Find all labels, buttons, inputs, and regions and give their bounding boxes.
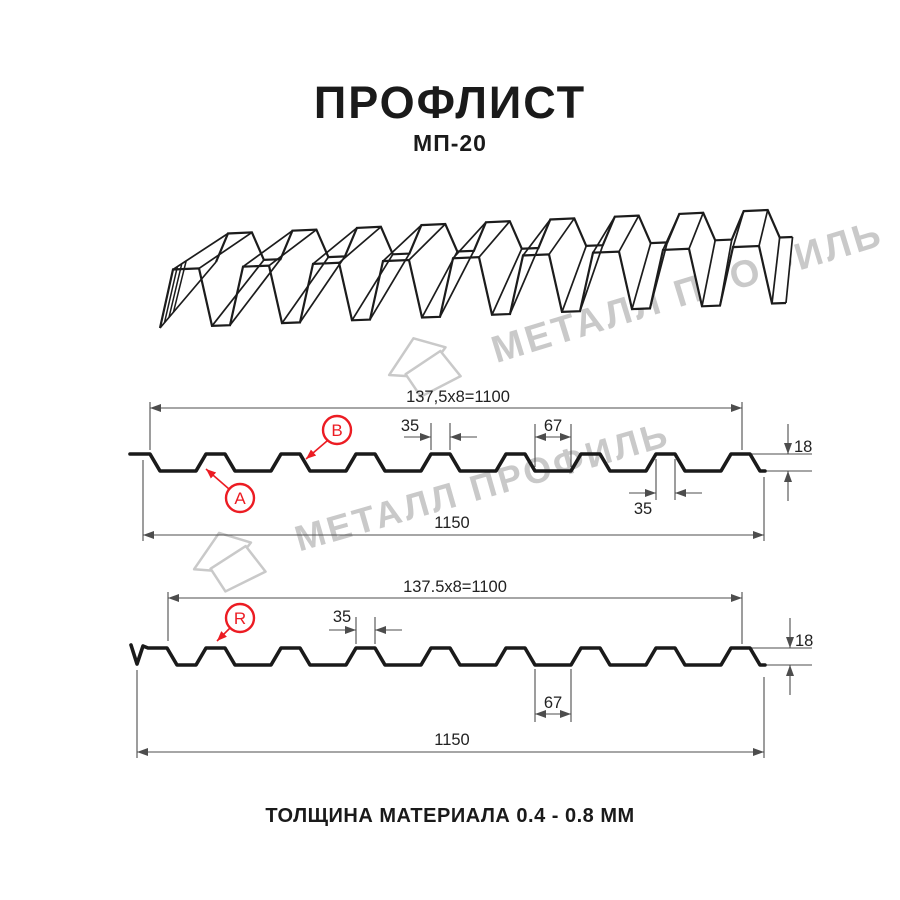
marker-r-label: R — [234, 609, 246, 628]
fold-line — [785, 236, 794, 304]
fold-line — [631, 242, 652, 310]
profile-outline — [129, 643, 767, 667]
dim-rib-top-width-2: 35 — [333, 608, 351, 626]
fold-line — [579, 244, 604, 312]
cross-section-reverse-view: 137.5x8=1100 35 67 18 1150 R — [129, 578, 813, 758]
cross-section-front-view: 137,5x8=1100 35 67 18 35 1150 A B — [128, 388, 812, 541]
fold-line — [369, 253, 411, 321]
marker-b-circle — [321, 414, 353, 446]
fold-line — [198, 231, 253, 270]
dimension-lines-2 — [136, 592, 812, 758]
fold-line — [509, 247, 540, 315]
front-edge-outline — [158, 244, 787, 329]
fold-line — [382, 224, 422, 262]
fold-line — [771, 237, 781, 304]
fold-line — [229, 258, 282, 326]
marker-b-leader — [305, 440, 328, 460]
fold-line — [299, 255, 346, 323]
profile-outline — [128, 452, 767, 473]
page-subtitle: МП-20 — [413, 130, 487, 156]
marker-a-circle — [224, 482, 256, 514]
fold-line — [561, 245, 588, 313]
metal-profile-logo-icon — [387, 337, 462, 398]
dim-overall-width-2: 1150 — [434, 731, 469, 749]
marker-b: B — [305, 414, 353, 460]
fold-line — [548, 217, 575, 255]
dim-working-width-1: 137,5x8=1100 — [406, 388, 510, 406]
profile-3d-view — [158, 208, 794, 329]
marker-r-leader — [216, 627, 231, 642]
dim-valley-width-1: 67 — [544, 417, 562, 435]
dim-valley-width-2: 67 — [544, 694, 562, 712]
fold-line — [618, 215, 640, 253]
fold-line — [338, 226, 382, 264]
material-thickness-note: ТОЛЩИНА МАТЕРИАЛА 0.4 - 0.8 ММ — [265, 805, 634, 827]
marker-a: A — [205, 468, 256, 514]
profile-outline-2 — [129, 643, 767, 667]
back-edge-outline — [214, 208, 793, 263]
marker-r-circle — [224, 602, 256, 634]
fold-line — [172, 232, 229, 271]
page-title: ПРОФЛИСТ — [314, 77, 586, 128]
fold-line — [701, 240, 717, 307]
dim-profile-height-2: 18 — [795, 632, 813, 650]
dim-rib-top-width-1: 35 — [401, 417, 419, 435]
metal-profile-logo-icon — [192, 531, 267, 593]
fold-line — [491, 248, 523, 316]
fold-line — [312, 227, 358, 265]
marker-r: R — [216, 602, 256, 642]
cut-edge-hatch — [163, 266, 179, 323]
dim-working-width-2: 137.5x8=1100 — [403, 578, 507, 596]
marker-a-leader — [205, 468, 230, 490]
fold-line — [688, 212, 704, 250]
fold-line — [242, 229, 293, 268]
marker-a-label: A — [234, 489, 246, 508]
fold-line — [351, 253, 394, 321]
fold-line — [758, 209, 769, 247]
dim-profile-height-1: 18 — [794, 438, 812, 456]
fold-line — [439, 250, 475, 318]
fold-line — [478, 220, 511, 258]
profile-outline-1 — [128, 452, 767, 473]
dim-rib-bottom-width-1: 35 — [634, 500, 652, 518]
fold-line — [281, 256, 330, 324]
marker-b-label: B — [331, 421, 342, 440]
dimension-lines-1 — [142, 402, 812, 541]
dim-overall-width-1: 1150 — [434, 514, 469, 532]
cut-edge-hatch — [168, 263, 183, 318]
fold-line — [408, 223, 446, 261]
